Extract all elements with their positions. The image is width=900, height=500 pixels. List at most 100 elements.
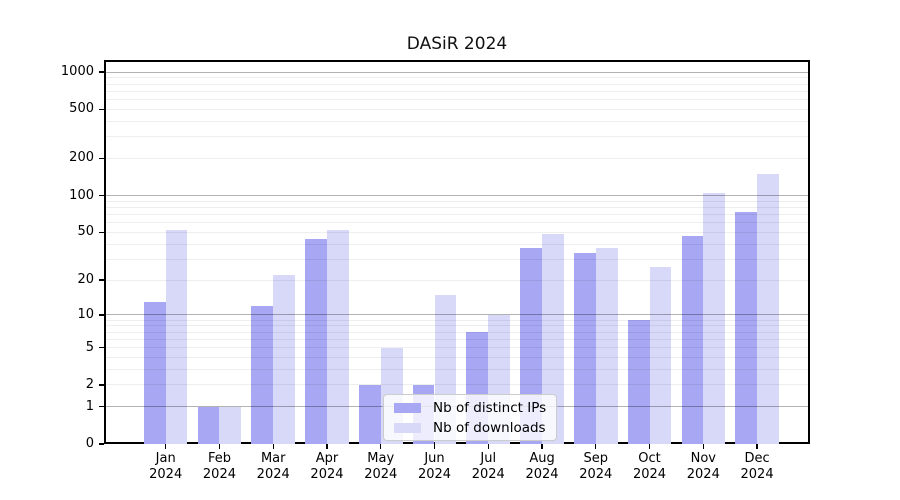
- y-tick-label: 200: [69, 150, 94, 166]
- bar-downloads-dec: [757, 173, 779, 444]
- y-tick-mark: [99, 443, 104, 445]
- legend-row: Nb of distinct IPs: [394, 399, 546, 416]
- bar-downloads-jan: [165, 230, 188, 444]
- x-tick-label: Jun 2024: [417, 451, 452, 482]
- gridline-minor: [104, 347, 810, 349]
- x-tick-label: Jul 2024: [471, 451, 505, 482]
- x-tick-label: May 2024: [364, 451, 398, 482]
- x-tick-mark: [756, 444, 758, 449]
- y-tick-mark: [99, 108, 104, 110]
- legend-swatch-distinct-ips: [394, 402, 421, 413]
- y-tick-mark: [99, 314, 104, 316]
- x-tick-label: Feb 2024: [202, 451, 236, 482]
- x-tick-mark: [595, 444, 597, 449]
- gridline-minor: [104, 368, 810, 370]
- bar-downloads-aug: [542, 234, 564, 444]
- x-tick-mark: [272, 444, 274, 449]
- bar-distinct-ips-apr: [305, 239, 327, 444]
- x-tick-mark: [541, 444, 543, 449]
- bar-distinct-ips-may: [358, 384, 381, 444]
- x-tick-label: Apr 2024: [310, 451, 344, 482]
- gridline-minor: [104, 98, 810, 100]
- bar-downloads-sep: [595, 248, 618, 444]
- gridline-minor: [104, 338, 810, 340]
- y-tick-label: 5: [85, 339, 94, 355]
- x-tick-label: Sep 2024: [579, 451, 613, 482]
- y-tick-mark: [99, 279, 104, 281]
- y-tick-label: 2: [85, 376, 94, 392]
- x-tick-mark: [380, 444, 382, 449]
- gridline-minor: [104, 231, 810, 233]
- bar-distinct-ips-jan: [143, 301, 166, 444]
- legend-swatch-downloads: [394, 422, 421, 433]
- gridline-minor: [104, 120, 810, 122]
- y-tick-mark: [99, 231, 104, 233]
- y-tick-mark: [99, 346, 104, 349]
- bar-distinct-ips-feb: [197, 406, 220, 444]
- bar-downloads-oct: [649, 266, 672, 444]
- x-tick-mark: [165, 444, 167, 449]
- gridline-minor: [104, 90, 810, 92]
- y-tick-label: 1: [85, 398, 94, 414]
- y-tick-label: 500: [69, 101, 94, 117]
- y-tick-label: 100: [69, 187, 94, 203]
- x-tick-label: Mar 2024: [256, 451, 290, 482]
- bar-downloads-mar: [273, 275, 296, 444]
- bar-distinct-ips-nov: [681, 235, 704, 444]
- x-tick-label: Dec 2024: [740, 451, 774, 482]
- gridline-minor: [104, 356, 810, 358]
- gridline-major: [104, 195, 810, 196]
- y-tick-mark: [99, 157, 104, 160]
- gridline-minor: [104, 331, 810, 333]
- gridline-minor: [104, 325, 810, 327]
- legend: Nb of distinct IPs Nb of downloads: [383, 394, 558, 441]
- gridline-minor: [104, 77, 810, 79]
- x-tick-mark: [218, 444, 221, 449]
- chart-title: DASiR 2024: [406, 34, 508, 54]
- y-tick-label: 1000: [60, 64, 94, 79]
- gridline-minor: [104, 319, 810, 321]
- x-tick-mark: [648, 444, 651, 449]
- x-tick-label: Oct 2024: [632, 451, 667, 482]
- gridline-minor: [104, 136, 810, 138]
- gridline-major: [104, 314, 810, 316]
- y-tick-mark: [99, 384, 104, 386]
- bar-distinct-ips-oct: [627, 320, 650, 444]
- x-tick-label: Jan 2024: [149, 451, 183, 482]
- gridline-minor: [104, 83, 810, 85]
- legend-row: Nb of downloads: [394, 419, 546, 436]
- bar-downloads-feb: [219, 406, 242, 444]
- x-tick-label: Aug 2024: [525, 451, 559, 482]
- y-tick-label: 10: [77, 306, 94, 322]
- gridline-minor: [104, 258, 810, 260]
- gridline-minor: [104, 384, 810, 386]
- bar-distinct-ips-mar: [251, 305, 274, 444]
- plot-canvas: [104, 60, 810, 444]
- y-tick-label: 50: [77, 224, 94, 240]
- bar-distinct-ips-dec: [735, 211, 758, 444]
- plot-area: Nb of distinct IPs Nb of downloads: [104, 60, 810, 444]
- gridline-minor: [104, 108, 810, 110]
- y-tick-mark: [99, 194, 104, 197]
- gridline-minor: [104, 157, 810, 159]
- gridline-minor: [104, 206, 810, 208]
- gridline-minor: [104, 213, 810, 215]
- y-tick-mark: [99, 71, 104, 73]
- y-tick-mark: [99, 405, 104, 408]
- legend-label-downloads: Nb of downloads: [433, 419, 546, 436]
- gridline-minor: [104, 243, 810, 245]
- y-tick-label: 0: [85, 436, 94, 451]
- legend-label-distinct-ips: Nb of distinct IPs: [433, 399, 547, 416]
- bar-downloads-nov: [703, 193, 726, 444]
- x-tick-mark: [326, 444, 328, 449]
- y-tick-label: 20: [77, 272, 94, 288]
- gridline-minor: [104, 200, 810, 202]
- x-tick-mark: [433, 444, 436, 449]
- x-tick-mark: [487, 444, 489, 449]
- gridline-minor: [104, 222, 810, 224]
- bar-downloads-apr: [326, 230, 349, 444]
- gridline-minor: [104, 279, 810, 281]
- x-tick-mark: [702, 444, 704, 449]
- bar-distinct-ips-sep: [573, 252, 596, 444]
